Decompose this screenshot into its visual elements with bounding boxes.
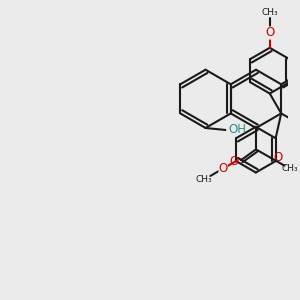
Text: CH₃: CH₃ (262, 8, 278, 17)
Text: CH₃: CH₃ (196, 175, 212, 184)
Text: O: O (273, 152, 282, 164)
Text: O: O (265, 26, 274, 40)
Text: CH₃: CH₃ (282, 164, 298, 173)
Text: O: O (230, 155, 238, 168)
Text: O: O (219, 162, 228, 175)
Text: OH: OH (229, 123, 247, 136)
